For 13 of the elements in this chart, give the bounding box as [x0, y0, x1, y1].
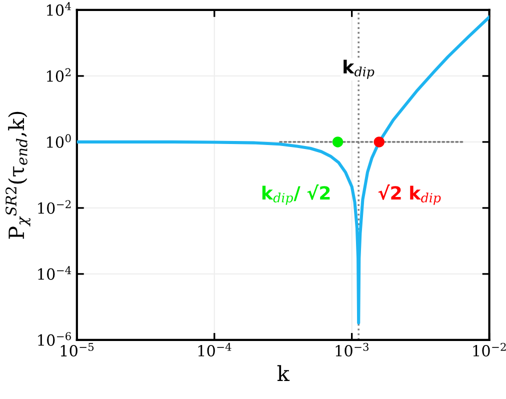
y-tick-label: 10$^{4}$	[47, 2, 72, 16]
annotation: k$_{dip}$/ √2	[262, 184, 330, 205]
x-tick-label: 10$^{−3}$	[336, 342, 369, 357]
annotation: k$_{dip}$	[344, 60, 374, 79]
y-tick-label: 10$^{2}$	[47, 68, 70, 82]
y-tick-label: 10$^{0}$	[47, 134, 71, 148]
x-tick-label: 10$^{−4}$	[198, 342, 232, 357]
x-axis-title: k	[277, 365, 290, 381]
y-tick-label: 10$^{−4}$	[38, 266, 72, 280]
y-axis-title: P$_{χ}$$^{SR2}$(τ$_{end}$,k)	[6, 112, 30, 239]
annotation: √2 k$_{dip}$	[378, 184, 441, 205]
x-tick-label: 10$^{−2}$	[473, 342, 506, 357]
y-tick-label: 10$^{−2}$	[38, 200, 71, 214]
